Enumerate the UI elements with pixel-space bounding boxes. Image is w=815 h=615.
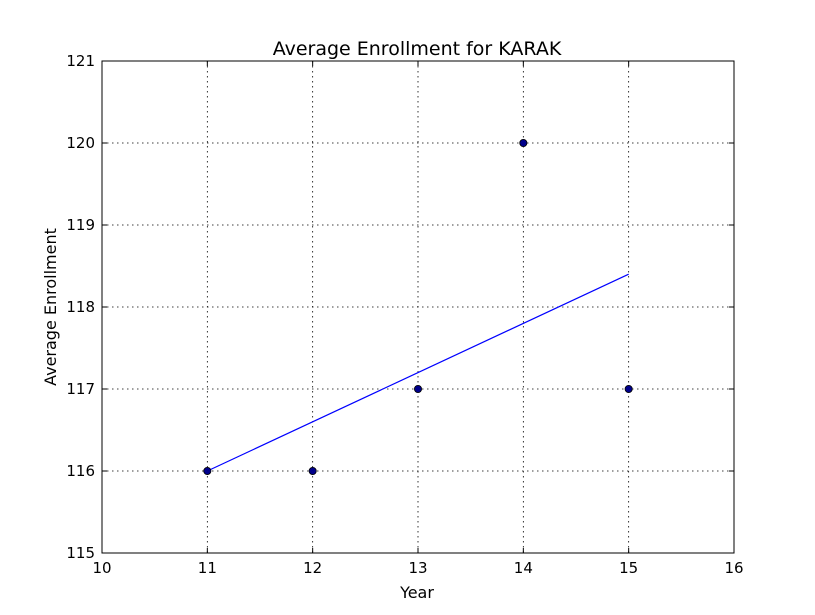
x-tick-label: 14 [514, 559, 533, 577]
data-point [203, 466, 212, 475]
chart-title: Average Enrollment for KARAK [273, 38, 562, 60]
data-point [308, 466, 317, 475]
grid-layer [101, 60, 735, 554]
y-tick-label: 118 [66, 298, 95, 316]
x-axis-title: Year [399, 583, 434, 602]
y-tick-label: 121 [66, 52, 95, 70]
x-tick-label: 13 [408, 559, 427, 577]
y-axis-title: Average Enrollment [41, 228, 60, 386]
x-tick-label: 16 [724, 559, 743, 577]
trend-line [207, 273, 629, 472]
y-tick-label: 116 [66, 462, 95, 480]
x-tick-label: 10 [92, 559, 111, 577]
x-tick-labels: 10 11 12 13 14 15 16 [92, 559, 743, 577]
tick-layer [101, 60, 735, 554]
data-point [413, 384, 422, 393]
y-tick-label: 120 [66, 134, 95, 152]
y-tick-labels: 115 116 117 118 119 120 121 [66, 52, 95, 562]
y-tick-label: 115 [66, 544, 95, 562]
y-tick-label: 119 [66, 216, 95, 234]
data-point [519, 138, 528, 147]
x-tick-label: 15 [619, 559, 638, 577]
data-point [624, 384, 633, 393]
y-tick-label: 117 [66, 380, 95, 398]
x-tick-label: 12 [303, 559, 322, 577]
x-tick-label: 11 [198, 559, 217, 577]
data-points [203, 138, 633, 475]
